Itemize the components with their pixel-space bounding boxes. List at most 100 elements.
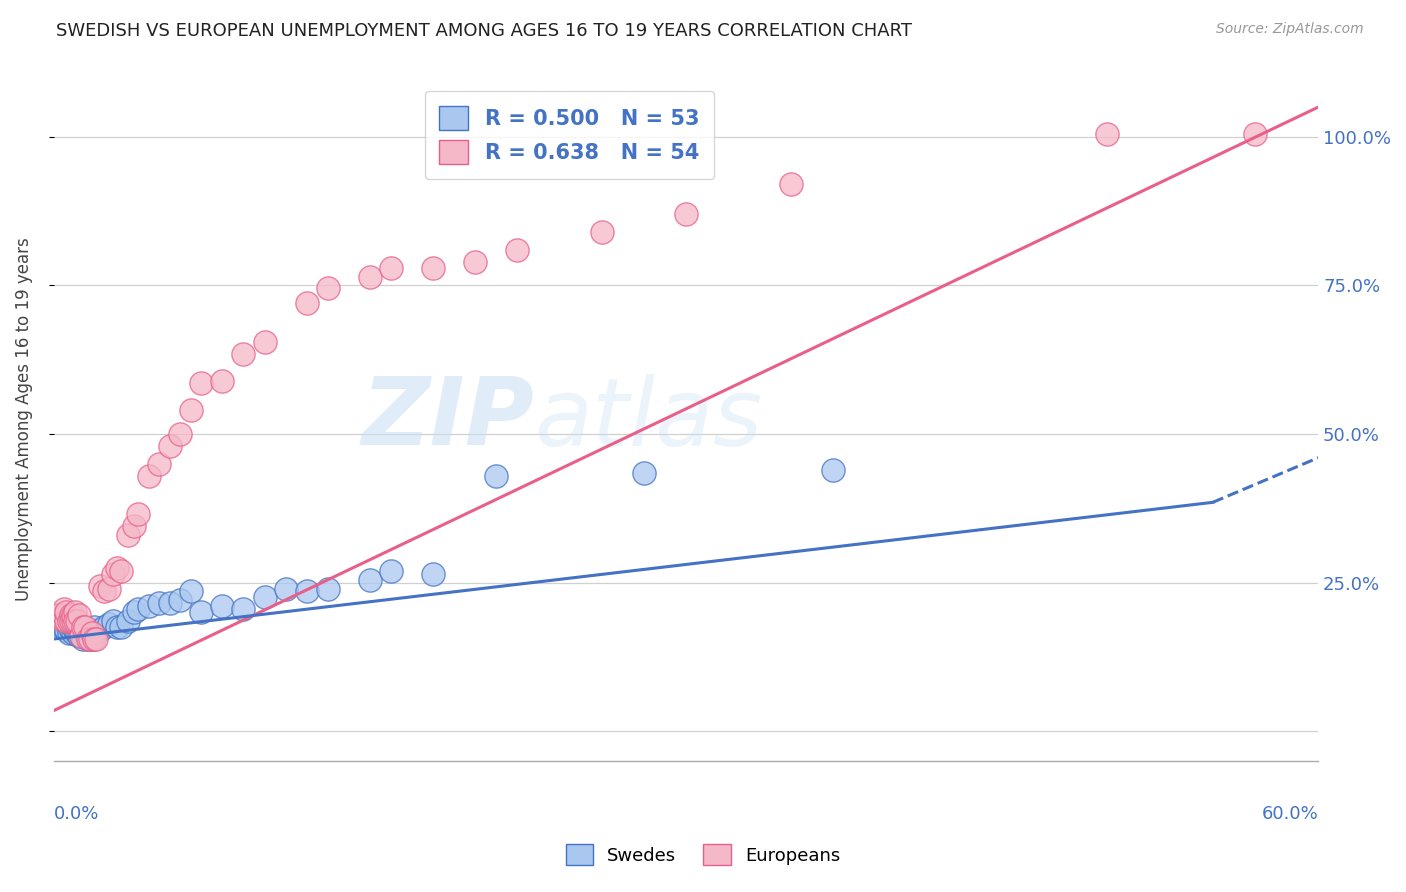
Point	[53, 614, 76, 628]
Point	[823, 463, 845, 477]
Text: 60.0%: 60.0%	[1261, 805, 1319, 823]
Y-axis label: Unemployment Among Ages 16 to 19 years: Unemployment Among Ages 16 to 19 years	[15, 237, 32, 601]
Point	[66, 614, 89, 628]
Point	[110, 564, 132, 578]
Point	[62, 626, 84, 640]
Point	[46, 608, 69, 623]
Point	[51, 620, 73, 634]
Point	[105, 560, 128, 574]
Point	[117, 614, 139, 628]
Point	[110, 620, 132, 634]
Point	[49, 614, 72, 628]
Text: ZIP: ZIP	[361, 373, 534, 465]
Point	[127, 602, 149, 616]
Point	[89, 578, 111, 592]
Point	[1244, 127, 1267, 141]
Point	[51, 611, 73, 625]
Point	[422, 566, 444, 581]
Point	[67, 608, 90, 623]
Point	[67, 629, 90, 643]
Point	[211, 374, 233, 388]
Point	[62, 614, 84, 628]
Point	[380, 564, 402, 578]
Point	[190, 605, 212, 619]
Point	[633, 466, 655, 480]
Point	[89, 623, 111, 637]
Text: Source: ZipAtlas.com: Source: ZipAtlas.com	[1216, 22, 1364, 37]
Point	[72, 620, 94, 634]
Point	[97, 582, 120, 596]
Point	[63, 605, 86, 619]
Point	[79, 626, 101, 640]
Point	[58, 626, 80, 640]
Point	[76, 632, 98, 646]
Point	[105, 620, 128, 634]
Point	[122, 519, 145, 533]
Point	[84, 632, 107, 646]
Point	[80, 632, 103, 646]
Point	[117, 528, 139, 542]
Point	[70, 629, 93, 643]
Point	[53, 608, 76, 623]
Point	[59, 611, 82, 625]
Point	[148, 596, 170, 610]
Text: 0.0%: 0.0%	[53, 805, 100, 823]
Point	[232, 347, 254, 361]
Point	[138, 468, 160, 483]
Legend: Swedes, Europeans: Swedes, Europeans	[557, 835, 849, 874]
Point	[46, 611, 69, 625]
Point	[93, 620, 115, 634]
Point	[591, 225, 613, 239]
Point	[159, 596, 181, 610]
Point	[1097, 127, 1119, 141]
Point	[83, 620, 105, 634]
Point	[169, 593, 191, 607]
Point	[93, 584, 115, 599]
Point	[159, 439, 181, 453]
Text: SWEDISH VS EUROPEAN UNEMPLOYMENT AMONG AGES 16 TO 19 YEARS CORRELATION CHART: SWEDISH VS EUROPEAN UNEMPLOYMENT AMONG A…	[56, 22, 912, 40]
Point	[506, 243, 529, 257]
Point	[180, 403, 202, 417]
Point	[80, 626, 103, 640]
Point	[316, 281, 339, 295]
Point	[380, 260, 402, 275]
Point	[97, 617, 120, 632]
Point	[59, 608, 82, 623]
Point	[83, 632, 105, 646]
Point	[122, 605, 145, 619]
Point	[53, 620, 76, 634]
Point	[780, 178, 803, 192]
Point	[63, 623, 86, 637]
Point	[180, 584, 202, 599]
Point	[70, 629, 93, 643]
Point	[422, 260, 444, 275]
Point	[58, 614, 80, 628]
Point	[359, 573, 381, 587]
Point	[76, 632, 98, 646]
Point	[49, 608, 72, 623]
Point	[295, 296, 318, 310]
Text: atlas: atlas	[534, 374, 762, 465]
Point	[63, 614, 86, 628]
Point	[62, 608, 84, 623]
Point	[75, 626, 97, 640]
Point	[101, 614, 124, 628]
Point	[359, 269, 381, 284]
Point	[58, 620, 80, 634]
Point	[75, 620, 97, 634]
Legend: R = 0.500   N = 53, R = 0.638   N = 54: R = 0.500 N = 53, R = 0.638 N = 54	[425, 91, 714, 179]
Point	[232, 602, 254, 616]
Point	[211, 599, 233, 614]
Point	[127, 507, 149, 521]
Point	[79, 632, 101, 646]
Point	[101, 566, 124, 581]
Point	[55, 614, 77, 628]
Point	[55, 605, 77, 619]
Point	[51, 611, 73, 625]
Point	[55, 623, 77, 637]
Point	[55, 617, 77, 632]
Point	[84, 626, 107, 640]
Point	[295, 584, 318, 599]
Point	[675, 207, 697, 221]
Point	[66, 626, 89, 640]
